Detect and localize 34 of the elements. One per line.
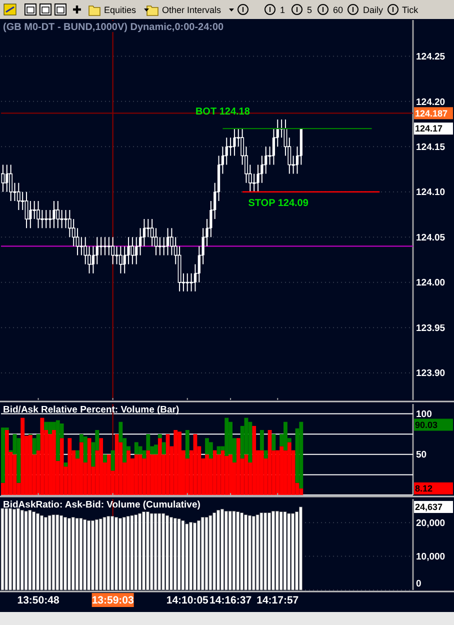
text: 90.03 [415, 420, 438, 430]
y-tick-label: 124.25 [416, 52, 446, 63]
y-tick-label: 123.95 [416, 322, 446, 334]
text: 8.12 [415, 484, 433, 494]
ref-line-label: 124.187 [415, 108, 448, 118]
y-tick-label: 123.90 [416, 368, 446, 380]
x-tick-label: 14:16:37 [210, 594, 252, 607]
y-tick-label: 0 [416, 578, 422, 590]
text: Tick [402, 5, 419, 15]
text: 1 [280, 5, 286, 15]
chart-title: Bid/Ask Relative Percent: Volume (Bar) [3, 404, 180, 416]
text: 5 [307, 5, 312, 15]
y-tick-label: 124.15 [416, 142, 446, 153]
y-tick-label: 124.00 [416, 278, 446, 289]
chart-title: (GB M0-DT - BUND,1000V) Dynamic,0:00-24:00 [3, 22, 224, 33]
text: Equities [104, 5, 137, 15]
y-tick-label: 20,000 [416, 518, 446, 529]
y-tick-label: 124.10 [416, 187, 446, 198]
annotation: STOP 124.09 [248, 198, 309, 209]
y-tick-label: 50 [416, 450, 427, 461]
x-tick-label: 14:17:57 [256, 594, 299, 607]
chart-title: BidAskRatio: Ask-Bid: Volume (Cumulative) [3, 500, 200, 510]
text: Daily [363, 5, 384, 15]
x-tick-label: 13:50:48 [17, 594, 60, 607]
text: 60 [333, 5, 344, 15]
y-tick-label: 124.20 [416, 96, 446, 108]
x-tick-label: 14:10:05 [166, 594, 209, 607]
text: 24,637 [415, 502, 443, 512]
text: 124.17 [415, 124, 443, 134]
y-tick-label: 10,000 [416, 552, 446, 563]
text: Other Intervals [162, 5, 222, 15]
x-tick-label: 13:59:03 [92, 594, 134, 607]
y-tick-label: 100 [416, 409, 432, 420]
y-tick-label: 124.05 [416, 232, 446, 244]
